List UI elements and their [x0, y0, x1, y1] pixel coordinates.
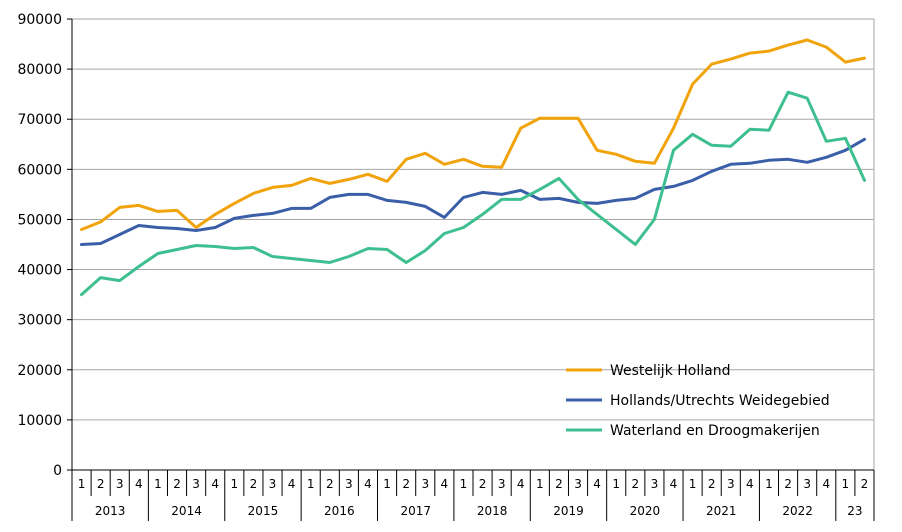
- x-tick-label-quarter: 3: [803, 477, 811, 491]
- legend-entry: Hollands/Utrechts Weidegebied: [610, 393, 830, 409]
- series-line: [80, 38, 866, 231]
- x-tick-label-quarter: 1: [536, 477, 544, 491]
- x-tick-label-quarter: 3: [116, 477, 124, 491]
- y-tick-label: 40000: [17, 263, 62, 279]
- y-tick-label: 70000: [17, 112, 62, 128]
- x-tick-label-quarter: 2: [479, 477, 487, 491]
- x-tick-label-quarter: 2: [326, 477, 334, 491]
- x-tick-label-year: 2020: [630, 504, 661, 518]
- x-tick-label-quarter: 2: [708, 477, 716, 491]
- x-tick-label-year: 2016: [324, 504, 355, 518]
- x-tick-label-quarter: 1: [612, 477, 620, 491]
- x-tick-label-quarter: 4: [364, 477, 372, 491]
- x-tick-label-quarter: 3: [421, 477, 429, 491]
- x-tick-label-quarter: 2: [784, 477, 792, 491]
- x-tick-label-year: 2018: [477, 504, 508, 518]
- x-tick-label-quarter: 4: [288, 477, 296, 491]
- y-tick-label: 30000: [17, 313, 62, 329]
- x-tick-label-quarter: 4: [670, 477, 678, 491]
- x-tick-label-year: 2015: [248, 504, 279, 518]
- legend-entry: Westelijk Holland: [610, 363, 730, 379]
- x-tick-label-quarter: 1: [460, 477, 468, 491]
- x-tick-label-quarter: 2: [250, 477, 258, 491]
- x-tick-label-year: 2017: [400, 504, 431, 518]
- x-tick-label-quarter: 1: [154, 477, 162, 491]
- series-lines: [80, 38, 866, 297]
- x-tick-label-quarter: 1: [78, 477, 86, 491]
- x-tick-label-quarter: 3: [498, 477, 506, 491]
- y-tick-label: 50000: [17, 212, 62, 228]
- x-tick-label-quarter: 2: [97, 477, 105, 491]
- x-tick-label-quarter: 4: [593, 477, 601, 491]
- x-tick-label-quarter: 2: [631, 477, 639, 491]
- y-axis-ticks: 0 10000 20000 30000 40000 50000 60000 70000 8000…: [17, 12, 73, 479]
- x-tick-label-quarter: 2: [402, 477, 410, 491]
- x-tick-label-quarter: 2: [555, 477, 563, 491]
- x-tick-label-quarter: 1: [765, 477, 773, 491]
- x-tick-label-quarter: 3: [574, 477, 582, 491]
- x-tick-label-quarter: 4: [211, 477, 219, 491]
- x-tick-label-quarter: 3: [192, 477, 200, 491]
- y-tick-label: 20000: [17, 363, 62, 379]
- x-tick-label-year: 2021: [706, 504, 737, 518]
- y-tick-label: 90000: [17, 12, 62, 28]
- x-tick-label-year: 2022: [782, 504, 813, 518]
- x-tick-label-quarter: 1: [383, 477, 391, 491]
- legend-entry: Waterland en Droogmakerijen: [610, 423, 820, 439]
- legend: Westelijk Holland Hollands/Utrechts Weide…: [566, 363, 830, 439]
- x-tick-label-quarter: 4: [517, 477, 525, 491]
- y-tick-label: 80000: [17, 62, 62, 78]
- x-tick-label-quarter: 3: [651, 477, 659, 491]
- x-tick-label-quarter: 2: [861, 477, 869, 491]
- y-tick-label: 60000: [17, 162, 62, 178]
- x-tick-label-quarter: 1: [842, 477, 850, 491]
- x-tick-label-quarter: 1: [307, 477, 315, 491]
- x-tick-label-quarter: 3: [269, 477, 277, 491]
- series-line: [80, 90, 866, 297]
- x-tick-label-quarter: 3: [345, 477, 353, 491]
- x-tick-label-year: 2019: [553, 504, 584, 518]
- x-tick-label-quarter: 3: [727, 477, 735, 491]
- x-tick-label-year: 2014: [171, 504, 202, 518]
- x-tick-label-year: 2013: [95, 504, 126, 518]
- x-tick-label-quarter: 4: [746, 477, 754, 491]
- x-tick-label-quarter: 4: [822, 477, 830, 491]
- y-tick-label: 10000: [17, 413, 62, 429]
- x-tick-label-quarter: 2: [173, 477, 181, 491]
- x-tick-label-quarter: 1: [689, 477, 697, 491]
- x-tick-label-quarter: 4: [135, 477, 143, 491]
- x-tick-label-quarter: 1: [230, 477, 238, 491]
- x-tick-label-quarter: 4: [441, 477, 449, 491]
- y-tick-label: 0: [53, 463, 62, 479]
- x-tick-label-year: 23: [847, 504, 862, 518]
- series-line: [80, 137, 866, 246]
